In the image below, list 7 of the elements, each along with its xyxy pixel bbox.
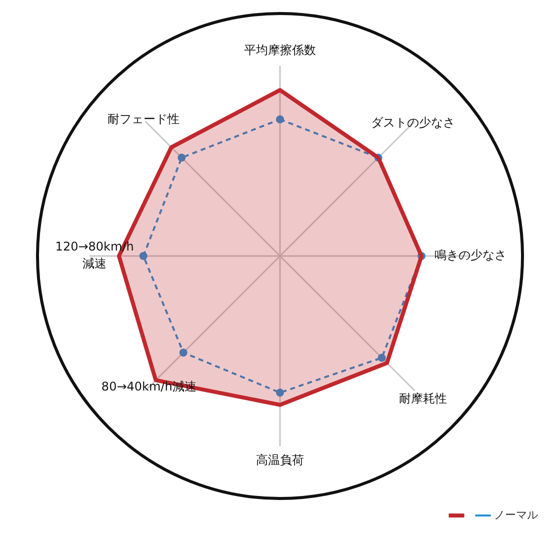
legend-label: ノーマル [494, 508, 538, 522]
spoke-label: 鳴きの少なさ [434, 248, 506, 262]
spoke-label: 高温負荷 [256, 453, 304, 468]
spoke-label: 平均摩擦係数 [244, 43, 316, 58]
spoke-label: ダストの少なさ [370, 115, 455, 130]
spoke-label: 耐フェード性 [108, 112, 180, 126]
spoke-label: 耐摩耗性 [399, 391, 448, 406]
